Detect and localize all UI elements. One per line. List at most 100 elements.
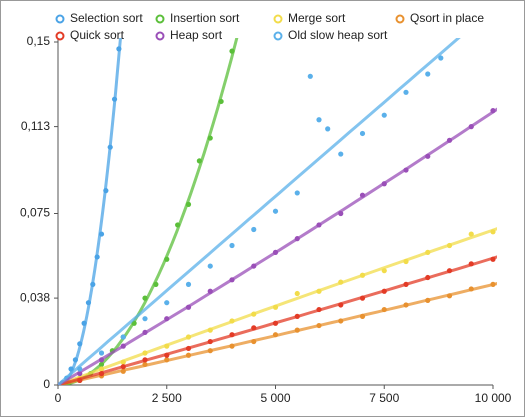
point xyxy=(438,55,444,61)
point xyxy=(103,188,109,194)
trend-line xyxy=(58,107,497,385)
series xyxy=(58,281,497,385)
point xyxy=(338,151,344,157)
point xyxy=(403,167,409,173)
y-tick-label: 0,113 xyxy=(21,119,50,133)
point xyxy=(218,98,224,105)
point xyxy=(185,201,192,207)
point xyxy=(307,73,313,79)
series xyxy=(58,107,497,385)
point xyxy=(120,334,126,340)
point xyxy=(316,322,322,329)
legend-marker xyxy=(55,31,65,41)
point xyxy=(229,277,235,283)
point xyxy=(359,192,366,198)
trend-line xyxy=(58,255,497,385)
point xyxy=(338,279,344,285)
point xyxy=(446,242,453,249)
point xyxy=(77,377,83,384)
series xyxy=(58,227,497,385)
point xyxy=(403,258,409,265)
y-tick-label: 0,15 xyxy=(27,34,51,48)
point xyxy=(207,288,213,294)
point xyxy=(251,338,257,345)
point xyxy=(98,357,105,363)
point xyxy=(229,242,235,249)
point xyxy=(325,126,331,132)
point xyxy=(175,222,181,228)
point xyxy=(229,318,235,324)
point xyxy=(142,350,148,356)
x-tick-label: 5 000 xyxy=(260,391,290,405)
point xyxy=(77,370,83,377)
point xyxy=(90,281,96,287)
y-tick-label: 0,038 xyxy=(20,290,50,304)
point xyxy=(490,108,496,114)
point xyxy=(381,288,387,294)
y-tick-label: 0 xyxy=(43,377,50,391)
point xyxy=(207,263,213,269)
point xyxy=(207,338,213,345)
point xyxy=(468,261,474,267)
point xyxy=(185,334,192,340)
point xyxy=(425,71,431,77)
point xyxy=(207,327,213,333)
point xyxy=(229,343,235,349)
point xyxy=(98,350,105,356)
point xyxy=(81,320,87,326)
point xyxy=(294,190,300,196)
point xyxy=(381,112,387,118)
point xyxy=(381,181,387,187)
y-tick-label: 0,075 xyxy=(20,206,50,220)
point xyxy=(120,343,126,349)
point xyxy=(316,222,322,228)
point xyxy=(251,311,257,317)
legend-label: Merge sort xyxy=(288,11,346,25)
series xyxy=(58,255,497,385)
point xyxy=(381,306,387,313)
point xyxy=(68,366,74,372)
point xyxy=(72,357,78,363)
point xyxy=(142,295,148,301)
point xyxy=(229,48,235,54)
point xyxy=(338,210,344,217)
point xyxy=(185,352,192,358)
point xyxy=(120,364,126,370)
point xyxy=(446,137,453,143)
legend-label: Selection sort xyxy=(70,11,143,25)
point xyxy=(316,306,322,313)
legend-marker xyxy=(273,31,283,41)
point xyxy=(272,208,279,214)
legend-marker xyxy=(155,14,165,24)
point xyxy=(272,249,279,255)
point xyxy=(164,343,170,349)
point xyxy=(229,332,235,338)
point xyxy=(490,281,496,287)
point xyxy=(294,313,300,319)
point xyxy=(272,320,279,326)
point xyxy=(142,316,148,322)
point xyxy=(490,256,496,262)
legend-label: Heap sort xyxy=(170,28,223,42)
point xyxy=(107,144,113,150)
point xyxy=(403,281,409,287)
point xyxy=(425,153,431,159)
point xyxy=(381,268,387,274)
legend-marker xyxy=(155,31,165,41)
point xyxy=(294,327,300,333)
point xyxy=(185,304,192,310)
point xyxy=(185,345,192,352)
point xyxy=(294,290,300,297)
point xyxy=(98,370,105,377)
point xyxy=(272,304,279,310)
legend-label: Insertion sort xyxy=(170,11,240,25)
point xyxy=(403,302,409,308)
point xyxy=(294,236,300,242)
point xyxy=(142,357,148,363)
x-tick-label: 7 500 xyxy=(369,391,399,405)
point xyxy=(359,313,366,319)
point xyxy=(316,288,322,294)
point xyxy=(359,295,366,301)
legend-marker xyxy=(55,14,65,24)
